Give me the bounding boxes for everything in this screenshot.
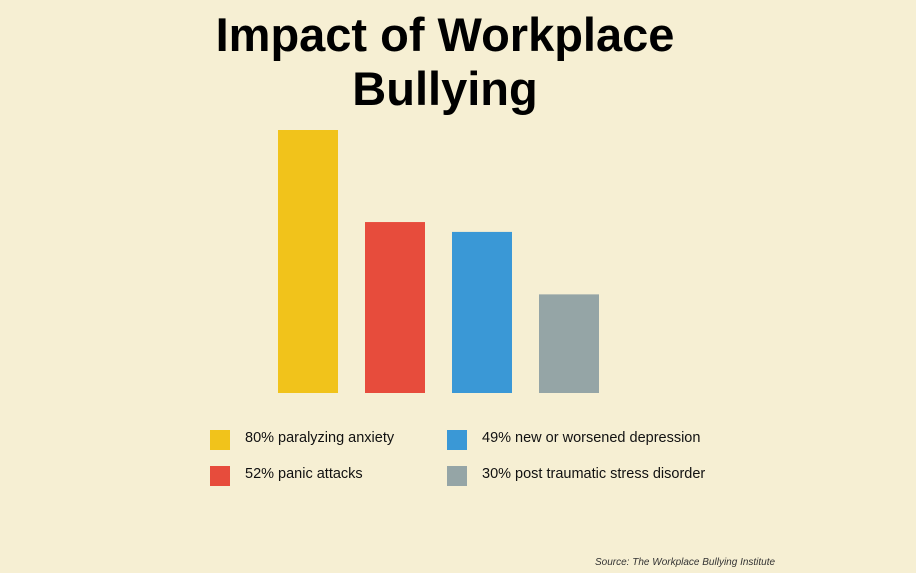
chart-title: Impact of Workplace Bullying <box>215 8 675 115</box>
legend-swatch <box>210 430 230 450</box>
bar <box>365 222 425 393</box>
legend-swatch <box>210 466 230 486</box>
legend-label: 80% paralyzing anxiety <box>245 430 395 446</box>
source-note: Source: The Workplace Bullying Institute <box>595 557 776 568</box>
bar <box>539 294 599 393</box>
bar <box>452 231 512 393</box>
legend-label: 30% post traumatic stress disorder <box>482 466 705 482</box>
legend-swatch <box>447 466 467 486</box>
legend-label: 52% panic attacks <box>245 466 363 482</box>
bar <box>278 130 338 393</box>
legend-label: 49% new or worsened depression <box>482 430 700 446</box>
legend-swatch <box>447 430 467 450</box>
